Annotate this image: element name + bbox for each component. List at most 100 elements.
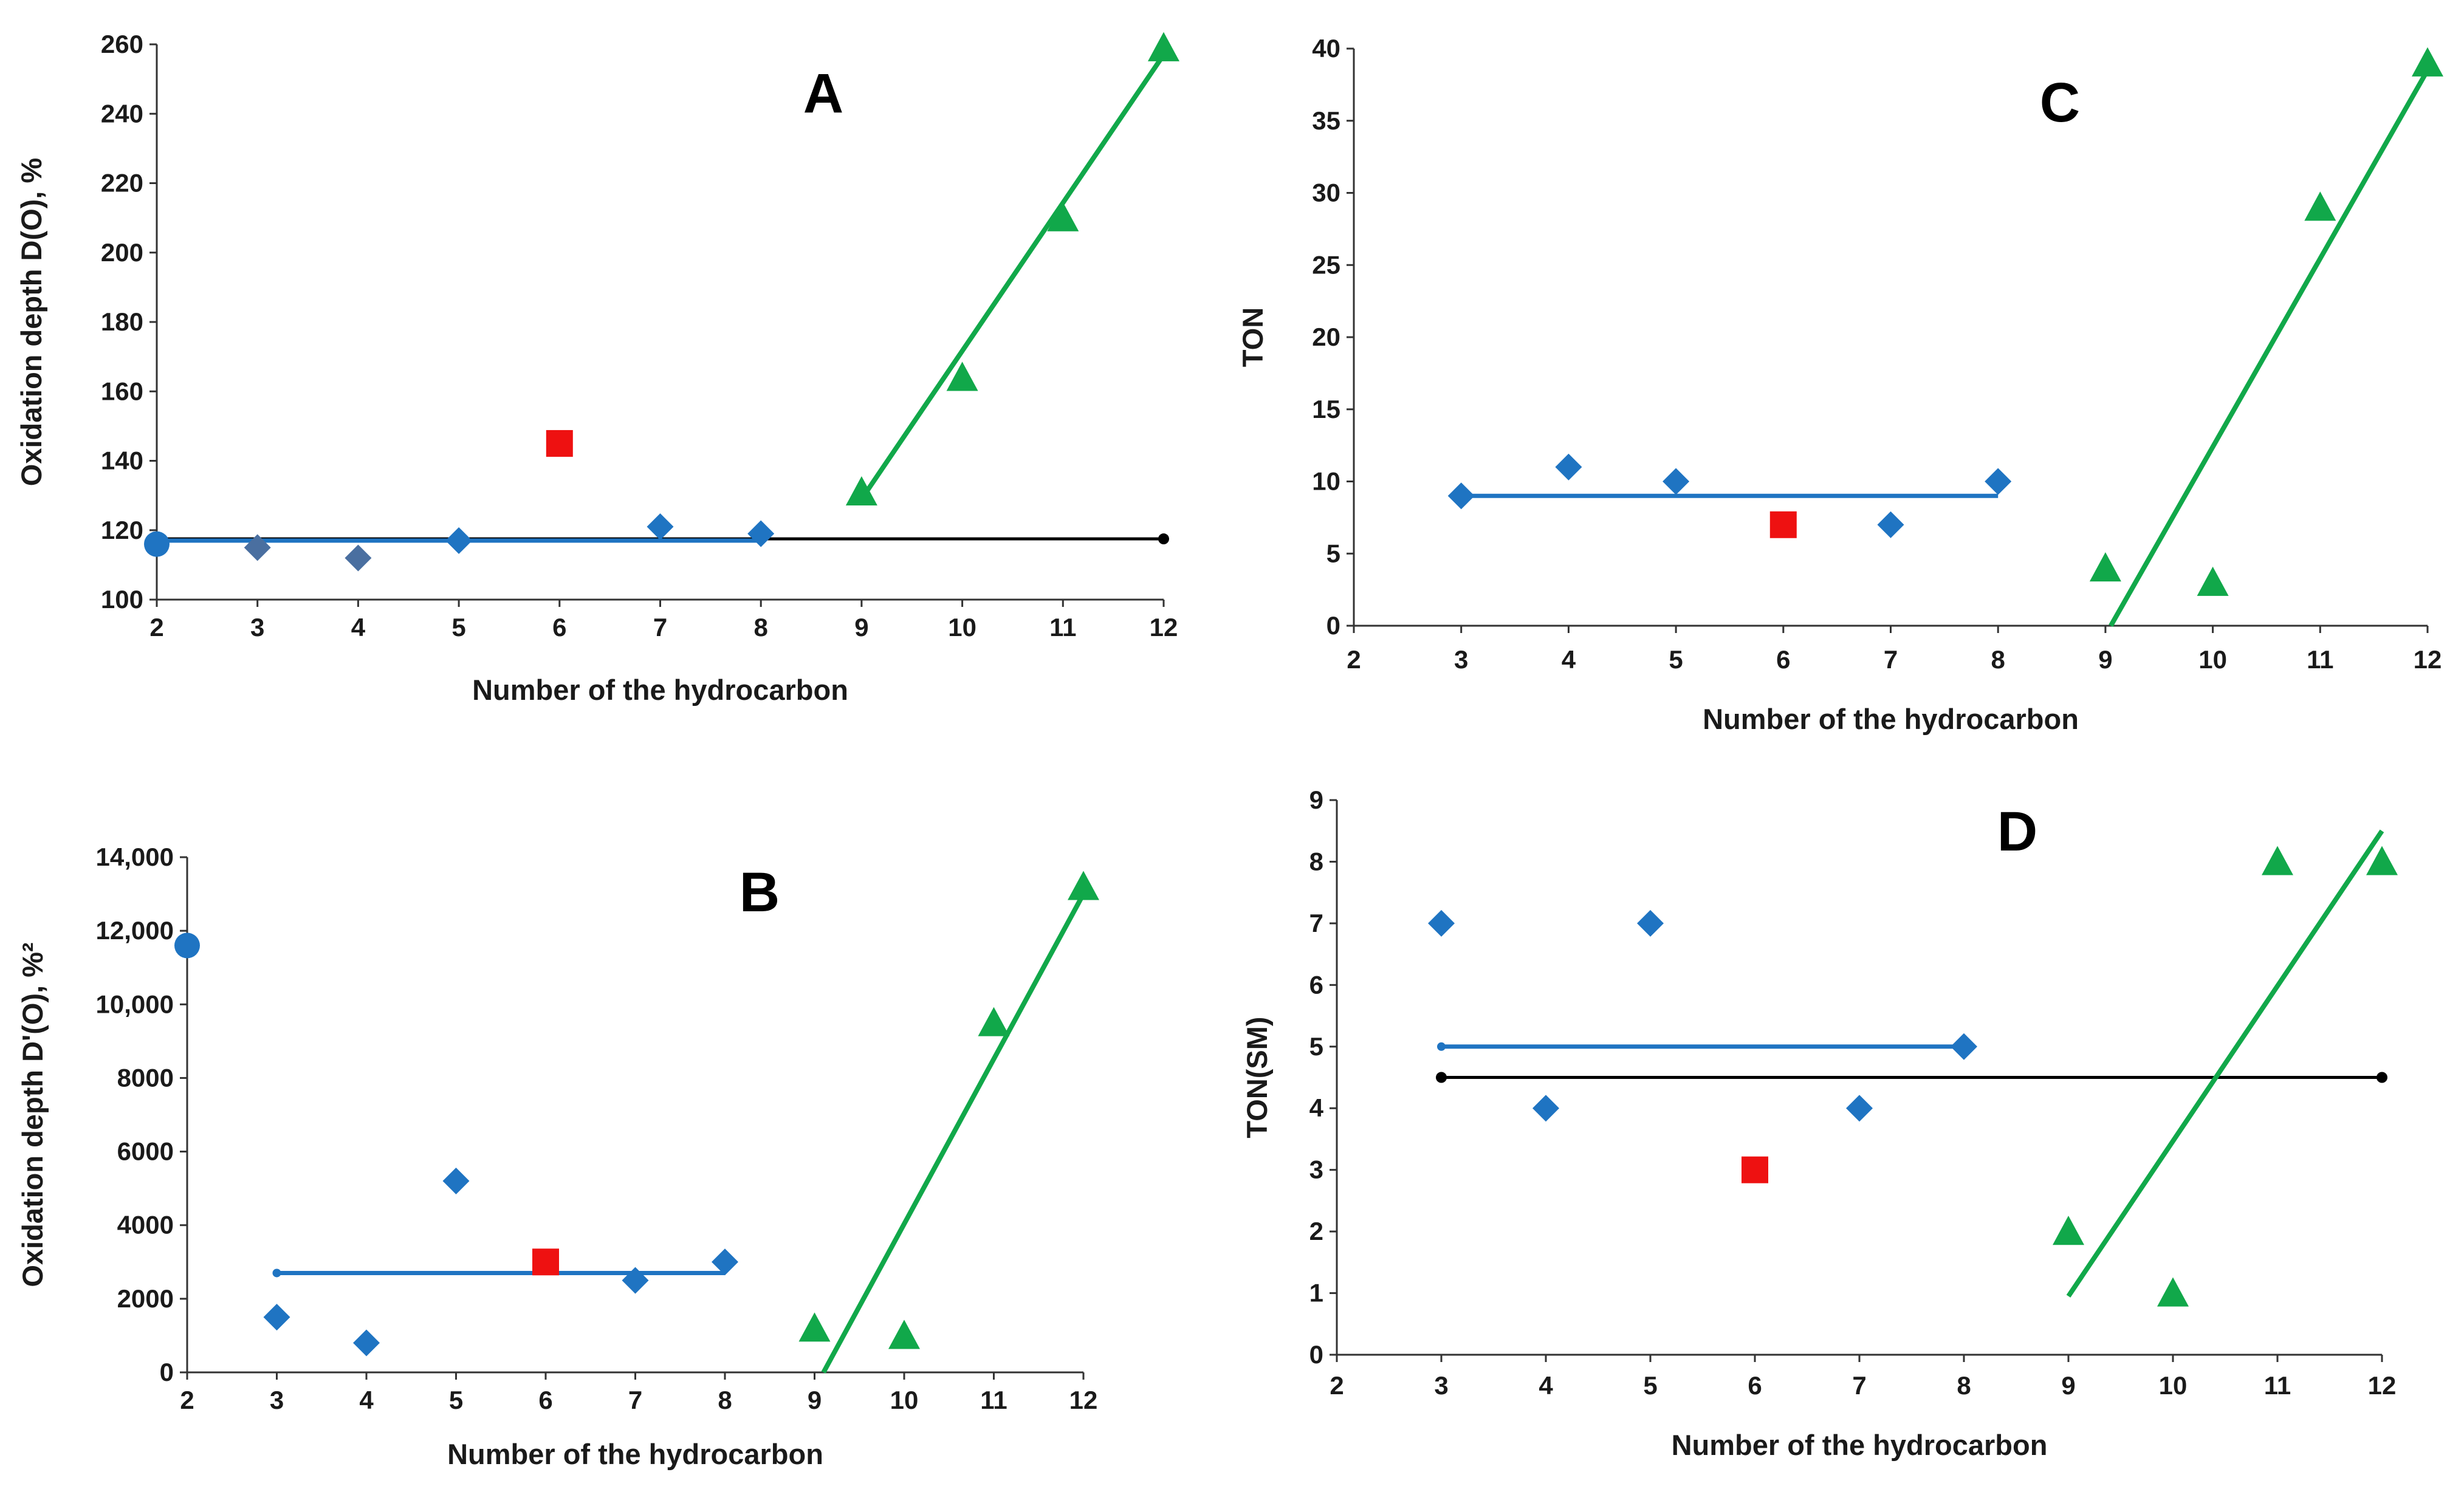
x-tick-label: 5: [1669, 645, 1683, 674]
panel-B: 0 2000 4000 6000 8000 10,000 12,000 14,000 2 3 4 5 6…: [16, 843, 1099, 1470]
green-trend-line: [821, 892, 1086, 1374]
diamond-point: [1555, 453, 1582, 481]
y-tick-label: 15: [1312, 395, 1340, 423]
y-tick-label: 4000: [117, 1211, 174, 1239]
y-axis-label: TON(SM): [1241, 1016, 1273, 1138]
y-tick-label: 6000: [117, 1137, 174, 1166]
y-tick-label: 8: [1309, 847, 1323, 875]
x-tick-label: 11: [2307, 645, 2333, 674]
square-point: [546, 430, 573, 457]
triangle-point: [845, 476, 877, 506]
square-point: [532, 1248, 559, 1276]
circle-point: [174, 933, 200, 959]
panel-A: 100 120 140 160 180 200 220 240 260 2 3 4 5 6 7 8 9 10 11 1…: [15, 30, 1179, 706]
green-trend-line: [859, 53, 1166, 501]
x-tick-label: 5: [449, 1386, 463, 1414]
x-axis-label: Number of the hydrocarbon: [472, 674, 848, 706]
x-tick-label: 5: [451, 613, 465, 642]
green-trend-line: [2066, 829, 2384, 1298]
triangle-point: [2053, 1216, 2084, 1245]
triangle-point: [2412, 47, 2443, 77]
x-tick-label: 4: [351, 613, 366, 642]
green-trend-line: [2109, 69, 2430, 627]
triangle-point: [2366, 846, 2398, 875]
diamond-point: [712, 1248, 738, 1276]
diamond-point: [747, 520, 775, 547]
x-tick-label: 3: [1434, 1371, 1448, 1400]
x-tick-label: 9: [2061, 1371, 2075, 1400]
y-tick-label: 120: [101, 516, 143, 544]
x-tick-label: 12: [1069, 1386, 1098, 1414]
diamond-point: [1637, 909, 1664, 937]
y-tick-label: 0: [1309, 1340, 1323, 1369]
y-tick-label: 6: [1309, 970, 1323, 999]
x-tick-label: 6: [552, 613, 566, 642]
y-tick-label: 25: [1312, 250, 1340, 279]
diamond-point: [353, 1329, 380, 1357]
x-tick-label: 8: [1991, 645, 2005, 674]
y-tick-label: 5: [1326, 539, 1340, 567]
x-tick-label: 9: [808, 1386, 822, 1414]
diamond-point: [445, 527, 473, 554]
x-tick-label: 6: [1748, 1371, 1762, 1400]
panel-C: 0 5 10 15 20 25 30 35 40 2 3 4 5 6 7 8 9 10 11 12 Number of …: [1237, 34, 2443, 735]
x-tick-label: 7: [1852, 1371, 1866, 1400]
diamond-point: [244, 534, 271, 561]
x-tick-label: 12: [2368, 1371, 2397, 1400]
triangle-point: [798, 1312, 831, 1342]
black-line-endpoint: [1436, 1072, 1447, 1083]
y-tick-label: 14,000: [96, 843, 174, 871]
y-tick-label: 220: [101, 169, 143, 197]
y-tick-label: 0: [1326, 611, 1340, 640]
x-tick-label: 9: [2098, 645, 2112, 674]
triangle-point: [978, 1007, 1010, 1036]
panel-letter: A: [803, 63, 843, 125]
triangle-point: [1047, 202, 1079, 231]
y-tick-label: 180: [101, 307, 143, 336]
blue-line-endpoint: [1437, 1042, 1446, 1051]
x-tick-label: 10: [890, 1386, 919, 1414]
x-tick-label: 11: [1049, 613, 1076, 642]
x-tick-label: 11: [980, 1386, 1007, 1414]
y-tick-label: 4: [1309, 1094, 1324, 1122]
x-tick-label: 3: [250, 613, 264, 642]
diamond-point: [1877, 511, 1904, 538]
y-tick-label: 160: [101, 377, 143, 405]
diamond-point: [1428, 909, 1455, 937]
x-tick-label: 2: [180, 1386, 194, 1414]
y-tick-label: 200: [101, 238, 143, 267]
diamond-point: [263, 1304, 290, 1331]
y-tick-label: 10: [1312, 467, 1340, 496]
y-tick-label: 1: [1309, 1279, 1323, 1307]
x-axis-label: Number of the hydrocarbon: [1703, 703, 2079, 735]
triangle-point: [1068, 871, 1099, 900]
x-tick-label: 2: [149, 613, 163, 642]
y-tick-label: 20: [1312, 323, 1340, 351]
x-tick-label: 7: [1884, 645, 1898, 674]
y-axis-label: Oxidation depth D(O), %: [15, 158, 47, 486]
diamond-point: [1532, 1095, 1559, 1122]
y-tick-label: 100: [101, 585, 143, 614]
x-tick-label: 8: [754, 613, 768, 642]
x-tick-label: 10: [948, 613, 976, 642]
y-tick-label: 260: [101, 30, 143, 58]
x-tick-label: 6: [1776, 645, 1790, 674]
y-tick-label: 240: [101, 99, 143, 128]
triangle-point: [1148, 32, 1179, 61]
triangle-point: [888, 1320, 920, 1349]
x-axis-label: Number of the hydrocarbon: [1672, 1429, 2048, 1461]
diamond-point: [647, 513, 674, 541]
square-point: [1742, 1156, 1768, 1183]
black-line-endpoint: [2376, 1072, 2387, 1083]
square-point: [1769, 511, 1797, 538]
panel-letter: C: [2040, 72, 2080, 134]
y-tick-label: 35: [1312, 106, 1340, 135]
x-tick-label: 7: [628, 1386, 642, 1414]
triangle-point: [2197, 566, 2229, 596]
x-tick-label: 2: [1330, 1371, 1344, 1400]
diamond-point: [442, 1168, 470, 1195]
x-tick-label: 10: [2198, 645, 2227, 674]
panel-letter: B: [740, 861, 780, 923]
triangle-point: [2304, 191, 2336, 221]
x-tick-label: 9: [854, 613, 868, 642]
